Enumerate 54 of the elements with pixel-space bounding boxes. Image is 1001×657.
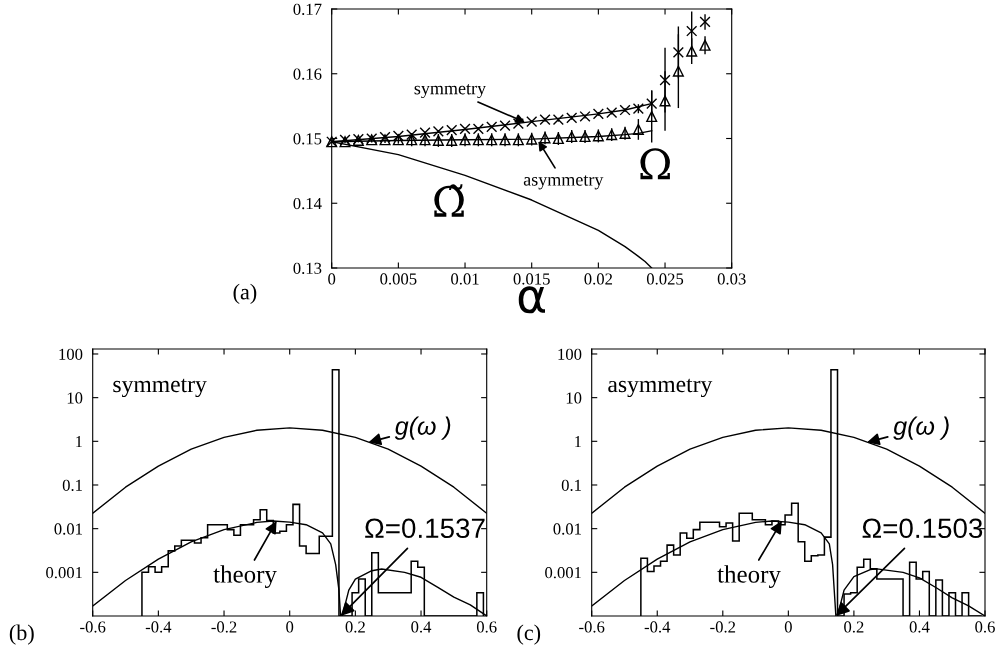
y-tick-label: 10 [67, 392, 83, 404]
x-tick-label: 0.2 [844, 621, 864, 633]
x-tick-label: 0.6 [476, 621, 497, 633]
y-tick-label: 0.15 [293, 133, 322, 145]
annotation: theory [213, 565, 277, 588]
text: (c) [517, 624, 541, 645]
y-tick-label: 0.01 [553, 523, 581, 535]
x-tick-label: -0.6 [80, 621, 106, 633]
annotation: symmetry [113, 378, 207, 398]
y-tick-label: 0.13 [293, 262, 322, 275]
annotation: symmetry [414, 84, 486, 99]
y-tick-label: 0.01 [54, 523, 82, 535]
y-tick-label: 1 [575, 436, 581, 448]
annotation: Ω [640, 148, 670, 180]
y-tick-label: 0.001 [545, 567, 581, 579]
annotation: Ω=0.1503 [862, 518, 983, 539]
x-tick-label: -0.2 [211, 621, 237, 633]
annotation: Ω=0.1537 [365, 518, 485, 539]
x-tick-label: 0 [286, 621, 294, 633]
x-tick-label: -0.4 [145, 621, 172, 633]
x-tick-label: -0.6 [579, 621, 605, 633]
y-tick-label: 0.1 [62, 479, 82, 492]
x-tick-label: 0.4 [909, 621, 930, 633]
y-tick-label: 0.16 [293, 68, 322, 80]
annotation: asymmetry [523, 175, 604, 190]
x-tick-label: 0.015 [513, 273, 550, 285]
y-tick-label: 100 [59, 348, 83, 360]
x-tick-label: 0.2 [345, 621, 365, 633]
x-tick-label: -0.4 [644, 621, 671, 633]
x-tick-label: 0.4 [411, 621, 432, 633]
x-tick-label: 0 [784, 621, 792, 633]
y-tick-label: 0.17 [293, 3, 322, 16]
y-tick-label: 0.14 [293, 197, 322, 210]
y-tick-label: 1 [76, 436, 82, 448]
annotation: theory [717, 565, 781, 588]
x-tick-label: 0.01 [451, 273, 479, 285]
text: (b) [9, 624, 34, 645]
y-tick-label: 100 [558, 348, 582, 360]
y-tick-label: 0.001 [46, 567, 82, 579]
annotation: g(ω ) [394, 416, 451, 440]
x-tick-label: 0.6 [975, 621, 995, 633]
text: (a) [233, 283, 257, 304]
x-tick-label: 0 [328, 273, 336, 285]
x-tick-label: 0.005 [380, 273, 417, 285]
x-axis-title: α [518, 286, 546, 314]
y-tick-label: 0.1 [561, 479, 581, 492]
annotation: Ω̃ [434, 184, 464, 217]
x-tick-label: 0.03 [717, 273, 746, 285]
x-tick-label: -0.2 [710, 621, 736, 633]
x-tick-label: 0.02 [584, 273, 613, 285]
annotation: asymmetry [608, 378, 713, 398]
annotation: g(ω ) [893, 416, 949, 440]
y-tick-label: 10 [566, 392, 582, 404]
x-tick-label: 0.025 [646, 273, 684, 285]
